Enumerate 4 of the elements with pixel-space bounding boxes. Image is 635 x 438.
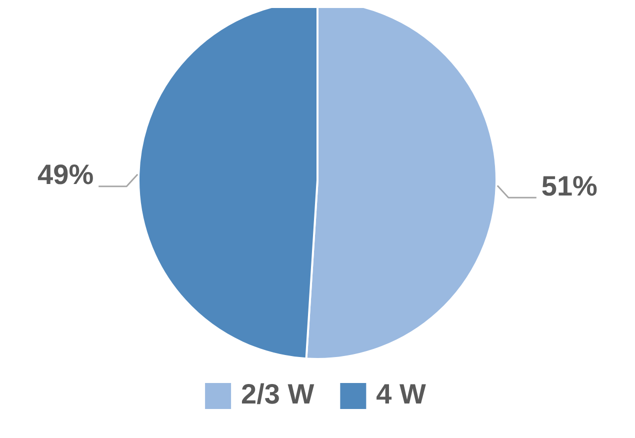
data-label: 49%	[38, 159, 94, 190]
legend-label: 4 W	[376, 378, 427, 410]
data-label: 51%	[541, 170, 598, 202]
legend-label: 2/3 W	[241, 378, 315, 410]
